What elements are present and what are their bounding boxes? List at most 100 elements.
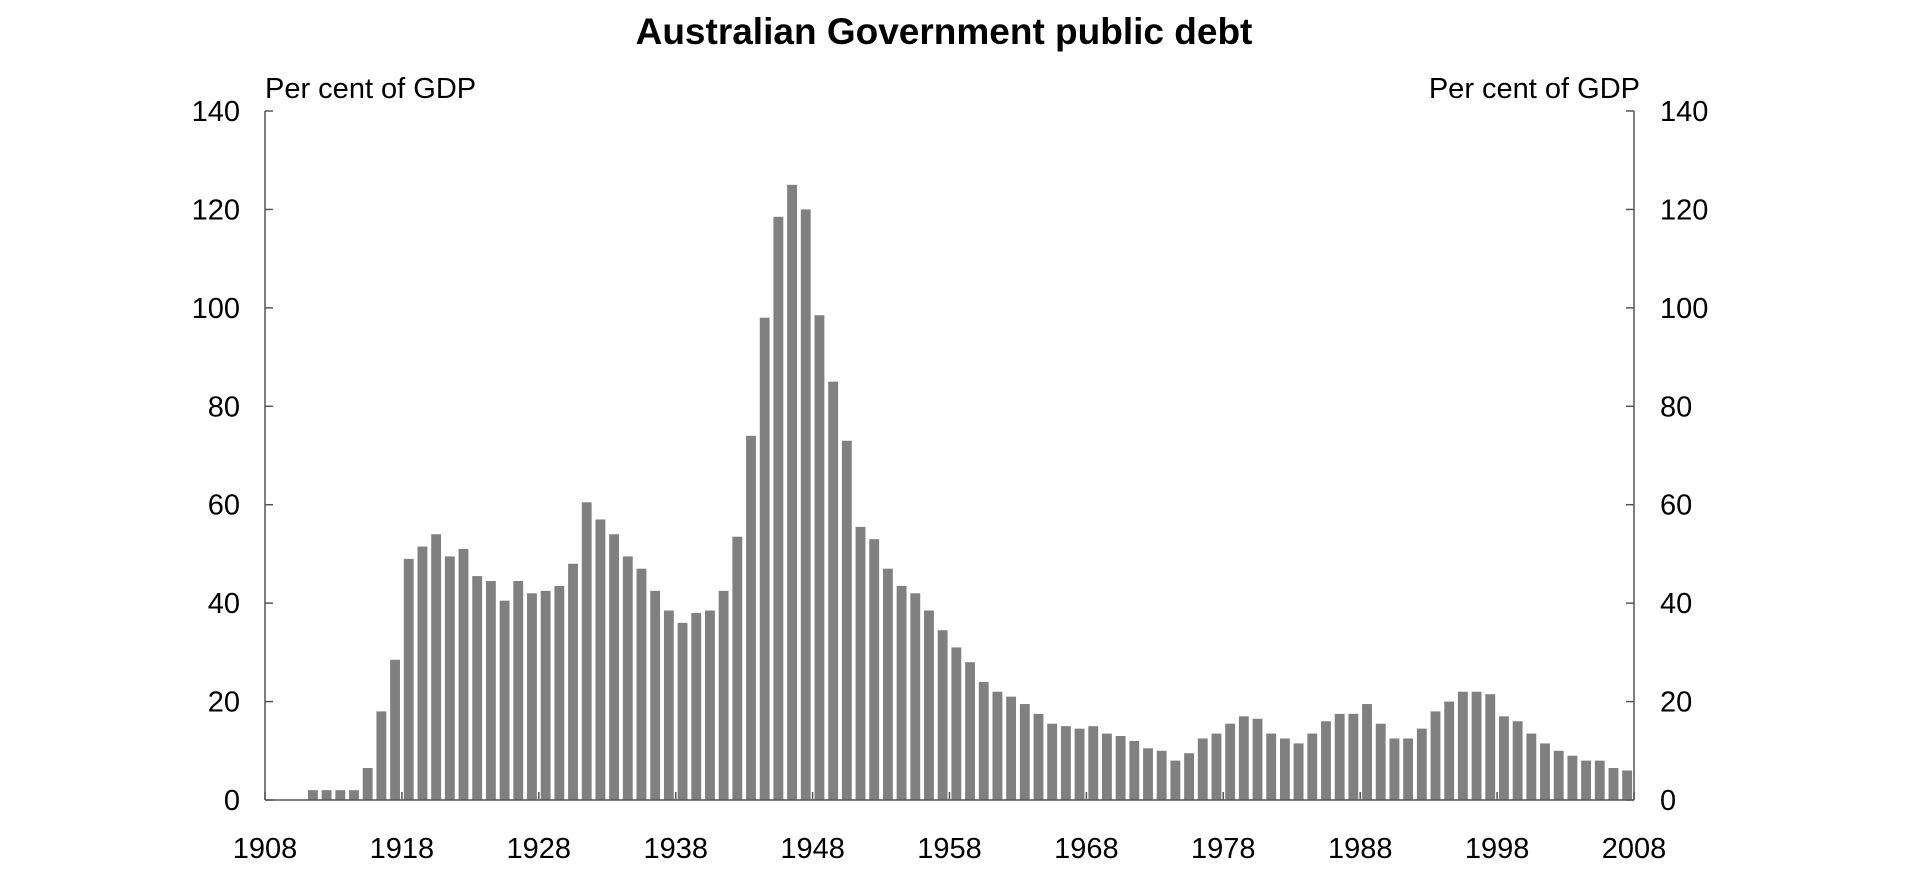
x-tick-label: 1958 — [917, 833, 982, 865]
bar-1945 — [773, 216, 784, 800]
bar-1916 — [376, 711, 387, 800]
bar-1984 — [1307, 733, 1318, 800]
bar-1937 — [663, 610, 674, 800]
bar-2002 — [1553, 750, 1564, 800]
bar-1952 — [869, 539, 880, 800]
right-axis-unit-label: Per cent of GDP — [1429, 73, 1640, 105]
bar-1964 — [1033, 713, 1044, 800]
bar-2005 — [1594, 760, 1605, 800]
bar-1998 — [1499, 716, 1509, 800]
bar-1948 — [814, 315, 825, 800]
right-y-tick-label: 40 — [1660, 588, 1692, 620]
bar-1995 — [1457, 691, 1468, 800]
bar-1955 — [910, 593, 921, 800]
bar-1928 — [540, 590, 551, 800]
axes-group: 0 0 20 20 40 40 60 60 80 80 100 100 120 120 140 140 1908… — [192, 96, 1709, 865]
bar-1920 — [431, 534, 442, 800]
bar-1959 — [965, 662, 975, 800]
bar-1927 — [527, 593, 537, 800]
bar-1975 — [1184, 753, 1195, 800]
x-tick-label: 1998 — [1465, 833, 1530, 865]
bar-1960 — [978, 681, 989, 800]
bar-1981 — [1266, 733, 1277, 800]
right-y-tick-label: 100 — [1660, 293, 1708, 325]
bar-1950 — [841, 440, 852, 800]
bar-2001 — [1540, 743, 1550, 800]
x-tick-label: 1988 — [1328, 833, 1393, 865]
right-y-tick-label: 80 — [1660, 391, 1692, 423]
left-y-tick-label: 120 — [192, 194, 240, 226]
bar-1973 — [1156, 750, 1167, 800]
bar-2006 — [1608, 768, 1619, 800]
left-y-tick-label: 60 — [208, 490, 240, 522]
bar-1966 — [1060, 726, 1071, 800]
bar-1922 — [458, 549, 469, 800]
bar-1969 — [1102, 733, 1112, 800]
x-tick-label: 1948 — [780, 833, 845, 865]
bar-1936 — [650, 590, 661, 800]
bar-1949 — [828, 381, 839, 800]
bar-1941 — [718, 590, 729, 800]
right-y-tick-label: 120 — [1660, 194, 1708, 226]
x-tick-label: 1978 — [1191, 833, 1256, 865]
bar-1993 — [1430, 711, 1441, 800]
bar-1996 — [1471, 691, 1482, 800]
bar-1957 — [937, 630, 948, 800]
right-y-tick-label: 20 — [1660, 687, 1692, 719]
bar-1988 — [1362, 704, 1372, 800]
bar-1972 — [1143, 748, 1153, 800]
bar-1978 — [1225, 723, 1236, 800]
left-y-tick-label: 80 — [208, 391, 240, 423]
bar-1924 — [485, 580, 496, 800]
bar-1939 — [691, 612, 702, 800]
bar-1921 — [444, 556, 455, 800]
bar-1992 — [1416, 728, 1427, 800]
bar-1932 — [595, 519, 606, 800]
bar-1938 — [677, 622, 688, 800]
bar-1912 — [321, 790, 332, 800]
left-y-tick-label: 40 — [208, 588, 240, 620]
left-y-tick-label: 20 — [208, 687, 240, 719]
bar-1953 — [882, 568, 893, 800]
x-tick-label: 1918 — [370, 833, 435, 865]
bar-1913 — [335, 790, 346, 800]
bar-1934 — [622, 556, 633, 800]
bar-1979 — [1238, 716, 1249, 800]
bar-1963 — [1019, 704, 1030, 800]
bar-1971 — [1129, 740, 1140, 800]
right-y-tick-label: 140 — [1660, 96, 1708, 128]
bar-1986 — [1334, 713, 1345, 800]
bar-1962 — [1006, 696, 1017, 800]
right-y-tick-label: 0 — [1660, 785, 1676, 817]
bar-2004 — [1581, 760, 1592, 800]
bar-1943 — [746, 435, 756, 800]
bar-1985 — [1321, 721, 1331, 800]
bar-1911 — [307, 790, 318, 800]
bar-1914 — [349, 790, 359, 800]
x-tick-label: 1928 — [507, 833, 572, 865]
left-axis-unit-label: Per cent of GDP — [265, 73, 476, 105]
bar-1983 — [1293, 743, 1304, 800]
bar-1919 — [417, 546, 428, 800]
bar-2003 — [1567, 755, 1578, 800]
bar-1974 — [1170, 760, 1181, 800]
bar-1947 — [800, 209, 811, 800]
bar-1989 — [1375, 723, 1386, 800]
x-tick-label: 1938 — [643, 833, 708, 865]
bar-1956 — [924, 610, 934, 800]
bar-1918 — [403, 558, 414, 800]
bar-1944 — [759, 317, 770, 800]
bar-1925 — [499, 600, 510, 800]
left-y-tick-label: 140 — [192, 96, 240, 128]
bar-1923 — [472, 576, 483, 800]
bar-1946 — [787, 184, 797, 801]
bar-1954 — [896, 585, 907, 800]
bars-group — [307, 184, 1633, 801]
bar-1917 — [390, 659, 400, 800]
bar-1987 — [1348, 713, 1359, 800]
bar-2007 — [1622, 770, 1633, 800]
bar-1994 — [1444, 701, 1455, 800]
bar-1965 — [1047, 723, 1058, 800]
bar-1951 — [855, 526, 866, 800]
bar-1990 — [1389, 738, 1400, 800]
